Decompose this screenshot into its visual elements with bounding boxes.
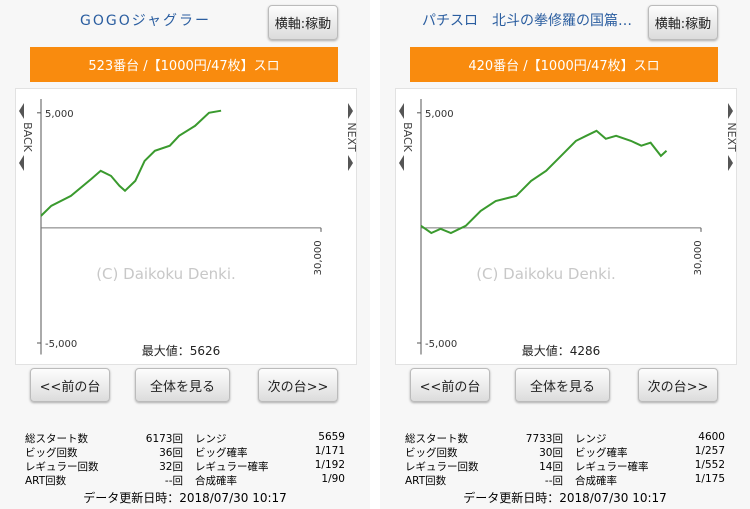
stat-value: 1/552 [694, 459, 725, 471]
stat-label: 合成確率 [575, 475, 617, 487]
next-arrow [728, 155, 733, 171]
max-label: 最大値：4286 [522, 343, 601, 358]
stat-value: --回 [544, 475, 563, 487]
stat-label: ART回数 [25, 475, 67, 487]
nav-button[interactable]: 次の台>> [258, 368, 338, 402]
watermark: (C) Daikoku Denki. [476, 265, 616, 283]
title: GOGOジャグラー [80, 13, 212, 29]
stat-label: 合成確率 [195, 475, 237, 487]
next-label: NEXT [725, 122, 737, 152]
stat-label: ビッグ回数 [405, 447, 458, 459]
x-tick-label: 30,000 [693, 240, 704, 275]
stat-value: 5659 [318, 431, 345, 443]
nav-button[interactable]: <<前の台 [30, 368, 110, 402]
axis-button[interactable]: 横軸:稼動 [648, 5, 718, 40]
back-label: BACK [21, 122, 34, 153]
next-arrow [348, 155, 353, 171]
back-arrow [399, 103, 404, 119]
back-arrow [399, 155, 404, 171]
updated: データ更新日時：2018/07/30 10:17 [83, 491, 287, 505]
stat-value: 6173回 [145, 433, 183, 445]
y-tick-label: -5,000 [45, 339, 77, 350]
max-label: 最大値：5626 [142, 343, 221, 358]
stat-label: ART回数 [405, 475, 447, 487]
y-tick-label: 5,000 [45, 109, 74, 120]
title: パチスロ 北斗の拳修羅の国篇… [422, 13, 632, 29]
stat-label: ビッグ確率 [575, 447, 628, 459]
watermark: (C) Daikoku Denki. [96, 265, 236, 283]
stat-label: 総スタート数 [25, 433, 88, 445]
stat-value: 1/175 [694, 473, 725, 485]
stat-value: --回 [164, 475, 183, 487]
stat-label: レギュラー回数 [25, 461, 99, 473]
chart: 5,000 -5,000 30,000 (C) Daikoku Denki. BACK N… [395, 88, 737, 365]
stat-label: ビッグ確率 [195, 447, 248, 459]
stat-label: ビッグ回数 [25, 447, 78, 459]
stat-label: レンジ [195, 433, 227, 445]
nav-button[interactable]: 全体を見る [135, 368, 230, 402]
nav-button[interactable]: <<前の台 [410, 368, 490, 402]
stat-label: レギュラー回数 [405, 461, 479, 473]
panel: パチスロ 北斗の拳修羅の国篇… 横軸:稼動 420番台 /【1000円/47枚】スロ… [380, 0, 750, 509]
stat-value: 4600 [698, 431, 725, 443]
stat-value: 7733回 [525, 433, 563, 445]
next-arrow [728, 103, 733, 119]
y-tick-label: -5,000 [425, 339, 457, 350]
stat-value: 14回 [539, 461, 563, 473]
stat-value: 1/192 [314, 459, 345, 471]
x-tick-label: 30,000 [313, 240, 324, 275]
next-label: NEXT [345, 122, 357, 152]
stat-label: 総スタート数 [405, 433, 468, 445]
banner: 420番台 /【1000円/47枚】スロ [410, 47, 718, 82]
nav-button[interactable]: 全体を見る [515, 368, 610, 402]
next-arrow [348, 103, 353, 119]
banner: 523番台 /【1000円/47枚】スロ [30, 47, 338, 82]
axis-button[interactable]: 横軸:稼動 [268, 5, 338, 40]
back-arrow [19, 155, 24, 171]
nav-button[interactable]: 次の台>> [638, 368, 718, 402]
panel: GOGOジャグラー 横軸:稼動 523番台 /【1000円/47枚】スロ 5,000 -… [0, 0, 370, 509]
stat-label: レンジ [575, 433, 607, 445]
y-tick-label: 5,000 [425, 109, 454, 120]
stat-value: 1/171 [314, 445, 345, 457]
stat-value: 1/257 [694, 445, 725, 457]
back-arrow [19, 103, 24, 119]
stat-label: レギュラー確率 [575, 461, 649, 473]
updated: データ更新日時：2018/07/30 10:17 [463, 491, 667, 505]
data-line [420, 129, 668, 235]
stat-label: レギュラー確率 [195, 461, 269, 473]
data-line [40, 109, 222, 217]
stat-value: 36回 [159, 447, 183, 459]
back-label: BACK [401, 122, 414, 153]
stat-value: 30回 [539, 447, 563, 459]
stat-value: 32回 [159, 461, 183, 473]
chart: 5,000 -5,000 30,000 (C) Daikoku Denki. BACK N… [15, 88, 357, 365]
stat-value: 1/90 [321, 473, 345, 485]
